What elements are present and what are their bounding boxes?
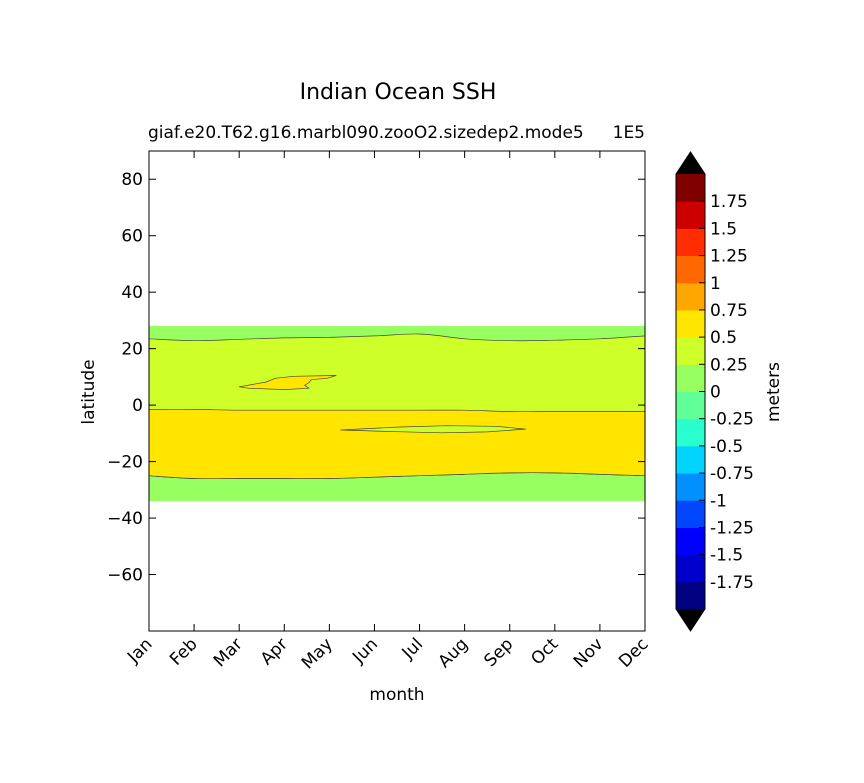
x-tick-label: Jul — [398, 634, 427, 663]
colorbar-segment — [676, 554, 705, 583]
region-band-0.5-to-0.75-main — [149, 408, 645, 480]
chart-subtitle: giaf.e20.T62.g16.marbl090.zooO2.sizedep2… — [148, 123, 584, 143]
y-tick-label: 80 — [121, 170, 143, 190]
x-tick-label: Aug — [435, 634, 473, 672]
colorbar-tick-label: 0.25 — [710, 355, 748, 375]
x-tick-label: Sep — [480, 634, 517, 671]
colorbar-segment — [676, 174, 705, 202]
x-tick-label: May — [298, 634, 337, 673]
x-tick-label: Jun — [348, 634, 382, 668]
colorbar-tick-label: 0 — [710, 383, 721, 403]
colorbar: 1.75 1.5 1.25 1 0.75 0.5 0.25 0 -0.25 -0.5 -0.75 -1… — [675, 151, 754, 632]
colorbar-segment — [676, 364, 705, 392]
x-axis-label: month — [369, 685, 424, 705]
x-tick-label: Nov — [570, 634, 608, 672]
colorbar-segment — [676, 391, 705, 420]
colorbar-tick-label: -1 — [710, 491, 727, 511]
y-tick-label: 40 — [121, 283, 143, 303]
colorbar-segment — [676, 309, 705, 338]
colorbar-tick-label: -0.75 — [710, 464, 754, 484]
colorbar-tick-label: 1.5 — [710, 219, 737, 239]
plot-frame — [148, 150, 646, 632]
colorbar-tick-label: 0.75 — [710, 301, 748, 321]
colorbar-tick-label: -0.25 — [710, 410, 754, 430]
chart-title: Indian Ocean SSH — [300, 80, 497, 105]
y-tick-label: −20 — [107, 453, 143, 473]
x-tick-label: Oct — [527, 634, 562, 669]
colorbar-label: meters — [764, 362, 784, 422]
x-tick-label: Feb — [166, 634, 201, 669]
y-tick-label: 20 — [121, 340, 143, 360]
region-patch-0.5-to-0.75-north — [238, 375, 337, 390]
colorbar-segment — [676, 445, 705, 474]
colorbar-tick-label: 1.75 — [710, 192, 748, 212]
region-patch-0.25-to-0.5-south — [340, 425, 526, 434]
contour-regions — [149, 326, 645, 502]
y-tick-label: 60 — [121, 227, 143, 247]
colorbar-tick-label: -0.5 — [710, 437, 743, 457]
colorbar-over-arrow — [676, 152, 705, 174]
colorbar-tick-label: -1.5 — [710, 546, 743, 566]
colorbar-tick-label: -1.25 — [710, 518, 754, 538]
colorbar-segment — [676, 255, 705, 284]
colorbar-segment — [676, 201, 705, 229]
colorbar-segment — [676, 473, 705, 501]
x-tick-label: Mar — [210, 634, 247, 671]
colorbar-outline — [675, 151, 706, 632]
y-axis-label: latitude — [79, 359, 99, 424]
y-tick-label: −60 — [107, 566, 143, 586]
plot-area: 80 60 40 20 0 −20 −40 −60 Jan Feb Mar Apr May Jun Jul… — [107, 150, 653, 673]
colorbar-tick-label: 1 — [710, 274, 721, 294]
colorbar-segment — [676, 282, 705, 311]
colorbar-segment — [676, 527, 705, 556]
y-axis: 80 60 40 20 0 −20 −40 −60 — [107, 170, 645, 586]
colorbar-tick-label: -1.75 — [710, 573, 754, 593]
colorbar-segment — [676, 581, 705, 610]
colorbar-segment — [676, 500, 705, 528]
x-tick-label: Dec — [615, 634, 652, 671]
colorbar-segment — [676, 228, 705, 257]
colorbar-under-arrow — [676, 609, 705, 631]
colorbar-tick-label: 0.5 — [710, 328, 737, 348]
x-tick-label: Jan — [123, 634, 156, 667]
y-tick-label: −40 — [107, 509, 143, 529]
colorbar-segment — [676, 337, 705, 365]
colorbar-tick-label: 1.25 — [710, 247, 748, 267]
colorbar-segment — [676, 418, 705, 447]
y-tick-label: 0 — [132, 396, 143, 416]
chart-subtitle-right: 1E5 — [613, 123, 645, 143]
x-tick-label: Apr — [257, 634, 292, 669]
